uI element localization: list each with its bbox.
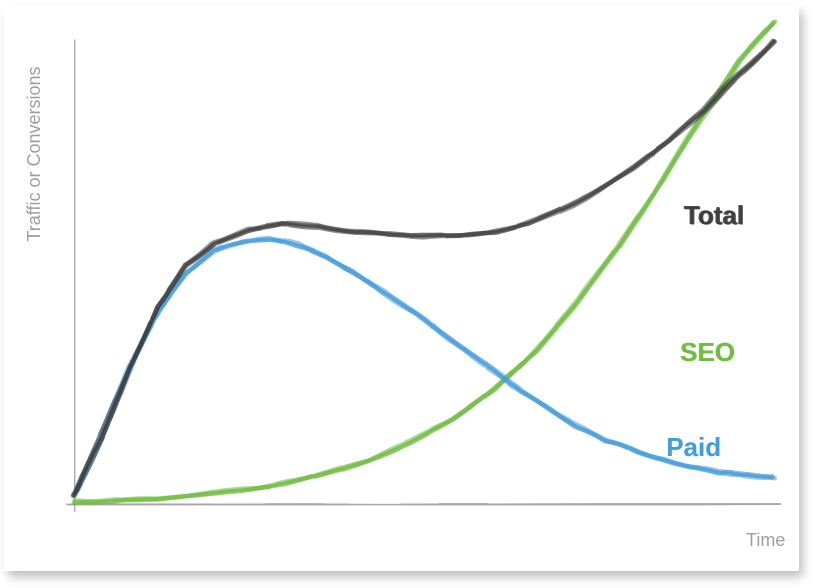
total-series: [73, 41, 775, 495]
total-series-label: TotalTotal: [684, 200, 745, 230]
seo-series-label: SEOSEO: [680, 337, 736, 367]
svg-text:Total: Total: [685, 201, 745, 231]
svg-text:SEO: SEO: [681, 337, 736, 367]
series-group: [73, 22, 775, 503]
traffic-vs-time-chart: SEOSEO PaidPaid TotalTotal Time Traffic …: [4, 6, 799, 571]
seo-series: [74, 22, 775, 503]
y-axis-label: Traffic or Conversions: [24, 66, 44, 241]
x-axis-label: Time: [746, 530, 785, 550]
chart-card: SEOSEO PaidPaid TotalTotal Time Traffic …: [4, 6, 799, 571]
svg-text:Paid: Paid: [666, 432, 721, 462]
paid-series-label: PaidPaid: [666, 432, 721, 462]
